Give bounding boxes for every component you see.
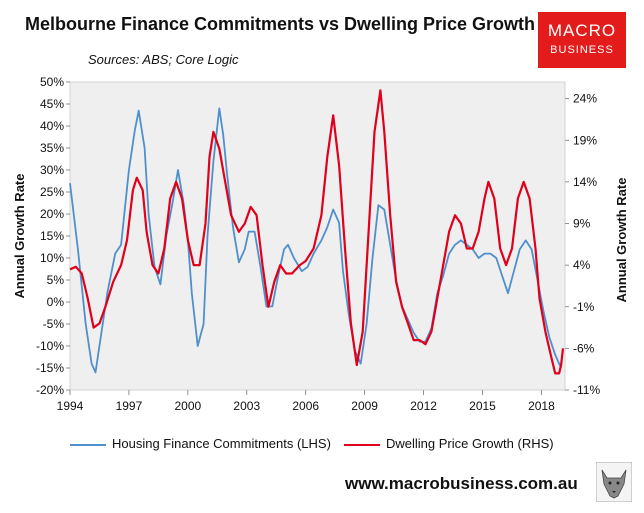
x-tick-label: 2012 (410, 399, 437, 413)
legend-label-rhs: Dwelling Price Growth (RHS) (386, 436, 554, 451)
legend-swatch-lhs (70, 443, 106, 446)
x-tick-label: 2000 (175, 399, 202, 413)
chart-title: Melbourne Finance Commitments vs Dwellin… (24, 14, 536, 34)
y-left-tick-label: 10% (40, 251, 64, 265)
y-left-tick-label: 15% (40, 229, 64, 243)
y-right-tick-label: 19% (573, 133, 597, 147)
y-left-tick-label: -10% (36, 339, 64, 353)
legend-item-lhs: Housing Finance Commitments (LHS) (70, 436, 331, 451)
macrobusiness-logo: MACRO BUSINESS (538, 12, 626, 68)
logo-line-1: MACRO (547, 21, 617, 40)
y-right-tick-label: -11% (573, 383, 600, 397)
wolf-icon (596, 462, 632, 502)
y-left-tick-label: 40% (40, 119, 64, 133)
y-left-tick-label: 35% (40, 141, 64, 155)
x-tick-label: 2003 (233, 399, 260, 413)
series-line-housing-finance (69, 107, 562, 374)
y-left-tick-label: 45% (40, 97, 64, 111)
x-tick-label: 2018 (528, 399, 555, 413)
legend-swatch-rhs (344, 443, 380, 446)
footer-url: www.macrobusiness.com.au (345, 474, 578, 493)
y-left-tick-label: 20% (40, 207, 64, 221)
x-tick-label: 2015 (469, 399, 496, 413)
y-left-tick-label: 50% (40, 75, 64, 89)
chart-subtitle: Sources: ABS; Core Logic (88, 52, 239, 67)
y-axis-left-title: Annual Growth Rate (12, 174, 27, 299)
y-right-tick-label: -1% (573, 300, 595, 314)
y-left-tick-label: -20% (36, 383, 64, 397)
x-tick-label: 1994 (57, 399, 84, 413)
y-right-tick-label: 4% (573, 258, 591, 272)
y-left-tick-label: 30% (40, 163, 64, 177)
legend-label-lhs: Housing Finance Commitments (LHS) (112, 436, 331, 451)
y-left-tick-label: 25% (40, 185, 64, 199)
y-axis-right-title: Annual Growth Rate (614, 178, 629, 303)
y-left-tick-label: 0% (47, 295, 65, 309)
y-left-tick-label: 5% (47, 273, 65, 287)
x-tick-label: 1997 (116, 399, 143, 413)
y-right-tick-label: -6% (573, 341, 595, 355)
y-right-tick-label: 24% (573, 92, 597, 106)
x-tick-label: 2009 (351, 399, 378, 413)
y-right-tick-label: 9% (573, 217, 591, 231)
y-left-tick-label: -15% (36, 361, 64, 375)
logo-line-2: BUSINESS (550, 44, 614, 56)
y-left-tick-label: -5% (43, 317, 65, 331)
y-right-tick-label: 14% (573, 175, 597, 189)
x-tick-label: 2006 (292, 399, 319, 413)
series-line-dwelling-price (69, 89, 565, 375)
legend-item-rhs: Dwelling Price Growth (RHS) (344, 436, 554, 451)
